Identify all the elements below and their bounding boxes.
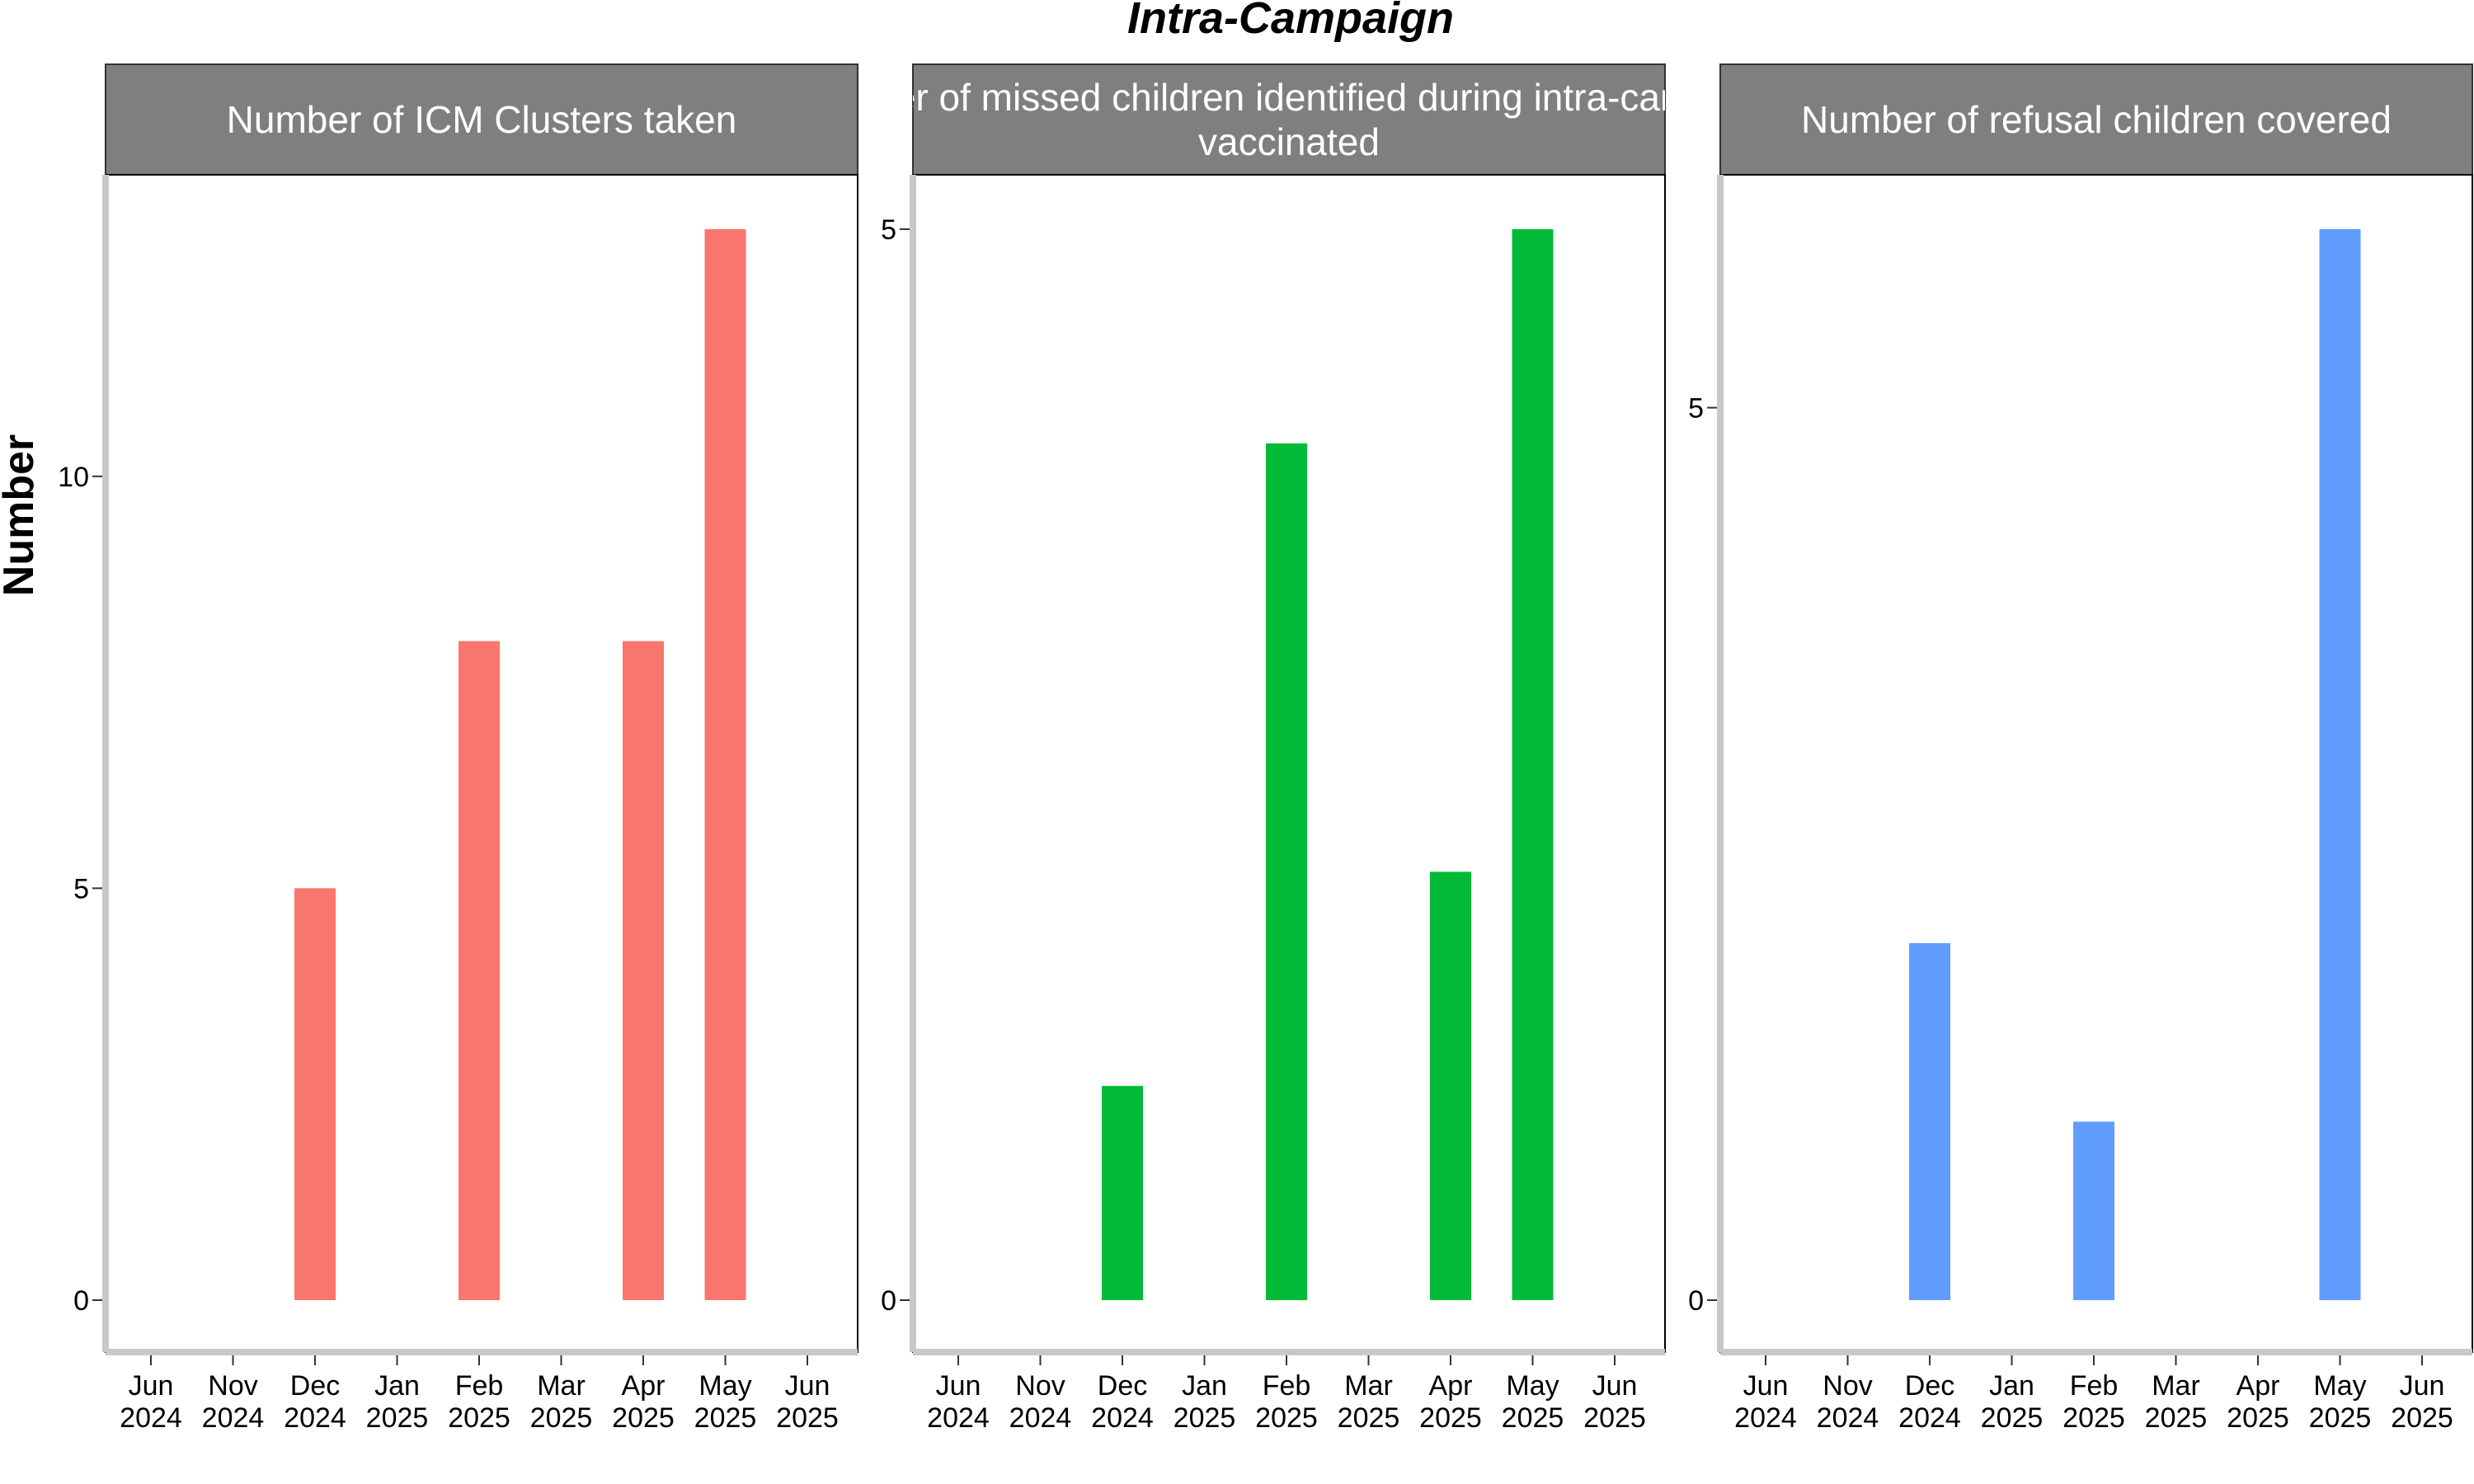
- panels: Number of ICM Clusters taken0510Jun2024N…: [58, 63, 2473, 1434]
- strip-label-line: vaccinated: [1198, 120, 1380, 163]
- x-tick-label-year: 2025: [1502, 1402, 1564, 1434]
- x-tick-label-month: May: [2313, 1370, 2366, 1402]
- x-tick-label-year: 2024: [1898, 1402, 1961, 1434]
- bar-2025-05: [704, 229, 746, 1300]
- x-tick-label-year: 2025: [1174, 1402, 1236, 1434]
- x-tick-label-month: Jan: [1989, 1370, 2034, 1402]
- x-tick-label-year: 2025: [2227, 1402, 2289, 1434]
- x-tick-label-month: Jun: [1743, 1370, 1789, 1402]
- x-tick-label-month: Feb: [1263, 1370, 1311, 1402]
- x-tick-label-month: Dec: [1098, 1370, 1147, 1402]
- strip-label-line: Number of ICM Clusters taken: [227, 98, 737, 141]
- x-tick-label-month: Apr: [2236, 1370, 2280, 1402]
- x-tick-label-year: 2025: [366, 1402, 429, 1434]
- x-tick-label-year: 2024: [1817, 1402, 1879, 1434]
- bar-2025-02: [1266, 443, 1307, 1300]
- x-tick-label-month: Jan: [1182, 1370, 1227, 1402]
- panel-2: Number of missed children identified dur…: [793, 63, 1785, 1434]
- y-tick-label: 0: [73, 1285, 89, 1317]
- x-tick-label-year: 2024: [927, 1402, 990, 1434]
- x-tick-label-month: May: [698, 1370, 751, 1402]
- x-tick-label-year: 2025: [1338, 1402, 1400, 1434]
- y-tick-label: 10: [58, 462, 89, 493]
- x-tick-label-month: Mar: [1344, 1370, 1393, 1402]
- x-tick-label-month: Nov: [208, 1370, 257, 1402]
- x-tick-label-year: 2025: [1583, 1402, 1646, 1434]
- bar-2025-02: [2073, 1121, 2114, 1300]
- y-tick-label: 5: [73, 873, 89, 904]
- strip-header: [105, 63, 858, 176]
- x-tick-label-month: Apr: [622, 1370, 666, 1402]
- panel-1: Number of ICM Clusters taken0510Jun2024N…: [58, 63, 858, 1434]
- y-tick-label: 5: [1688, 393, 1704, 425]
- bar-2025-05: [2319, 229, 2361, 1300]
- x-tick-label-year: 2024: [284, 1402, 346, 1434]
- strip-label-line: Number of refusal children covered: [1801, 98, 2392, 141]
- x-tick-label-year: 2024: [1091, 1402, 1154, 1434]
- x-tick-label-year: 2025: [2062, 1402, 2125, 1434]
- x-tick-label-year: 2025: [776, 1402, 839, 1434]
- bar-2024-12: [1102, 1086, 1143, 1300]
- x-tick-label-year: 2025: [2309, 1402, 2372, 1434]
- bar-2025-04: [1430, 871, 1471, 1300]
- strip-header: [912, 63, 1666, 176]
- bar-2025-04: [623, 641, 664, 1300]
- x-tick-label-year: 2025: [2145, 1402, 2208, 1434]
- x-tick-label-year: 2025: [1981, 1402, 2044, 1434]
- x-tick-label-month: Apr: [1429, 1370, 1473, 1402]
- x-tick-label-year: 2025: [448, 1402, 510, 1434]
- strip-header: [1719, 63, 2473, 176]
- x-tick-label-month: Feb: [2070, 1370, 2119, 1402]
- y-axis-label: Number: [0, 434, 43, 596]
- x-tick-label-month: Jun: [936, 1370, 981, 1402]
- x-tick-label-month: Nov: [1823, 1370, 1872, 1402]
- x-tick-label-month: Mar: [2152, 1370, 2200, 1402]
- bar-2024-12: [1909, 943, 1950, 1300]
- x-tick-label-month: Jun: [2400, 1370, 2445, 1402]
- x-tick-label-month: Dec: [290, 1370, 340, 1402]
- x-tick-label-month: Feb: [455, 1370, 504, 1402]
- x-tick-label-year: 2025: [1419, 1402, 1482, 1434]
- panel-3: Number of refusal children covered05Jun2…: [1688, 63, 2473, 1434]
- x-tick-label-year: 2024: [202, 1402, 265, 1434]
- x-tick-label-year: 2024: [1009, 1402, 1072, 1434]
- x-tick-label-year: 2025: [694, 1402, 757, 1434]
- chart-title: Intra-Campaign: [1127, 0, 1454, 43]
- y-tick-label: 0: [1688, 1285, 1704, 1317]
- x-tick-label-year: 2025: [612, 1402, 675, 1434]
- x-tick-label-year: 2025: [1255, 1402, 1318, 1434]
- x-tick-label-month: Jun: [785, 1370, 830, 1402]
- bar-2024-12: [294, 888, 336, 1300]
- x-tick-label-month: Dec: [1905, 1370, 1954, 1402]
- x-tick-label-month: Nov: [1015, 1370, 1065, 1402]
- x-tick-label-month: May: [1506, 1370, 1559, 1402]
- x-tick-label-month: Mar: [537, 1370, 586, 1402]
- y-tick-label: 0: [881, 1285, 896, 1317]
- x-tick-label-month: Jun: [129, 1370, 174, 1402]
- y-tick-label: 5: [881, 214, 896, 246]
- x-tick-label-year: 2025: [530, 1402, 593, 1434]
- bar-2025-02: [459, 641, 500, 1300]
- x-tick-label-year: 2024: [1734, 1402, 1797, 1434]
- strip-label-line: Number of missed children identified dur…: [793, 76, 1785, 119]
- x-tick-label-year: 2025: [2391, 1402, 2453, 1434]
- bar-2025-05: [1512, 229, 1554, 1300]
- x-tick-label-month: Jun: [1592, 1370, 1638, 1402]
- x-tick-label-month: Jan: [374, 1370, 420, 1402]
- x-tick-label-year: 2024: [120, 1402, 182, 1434]
